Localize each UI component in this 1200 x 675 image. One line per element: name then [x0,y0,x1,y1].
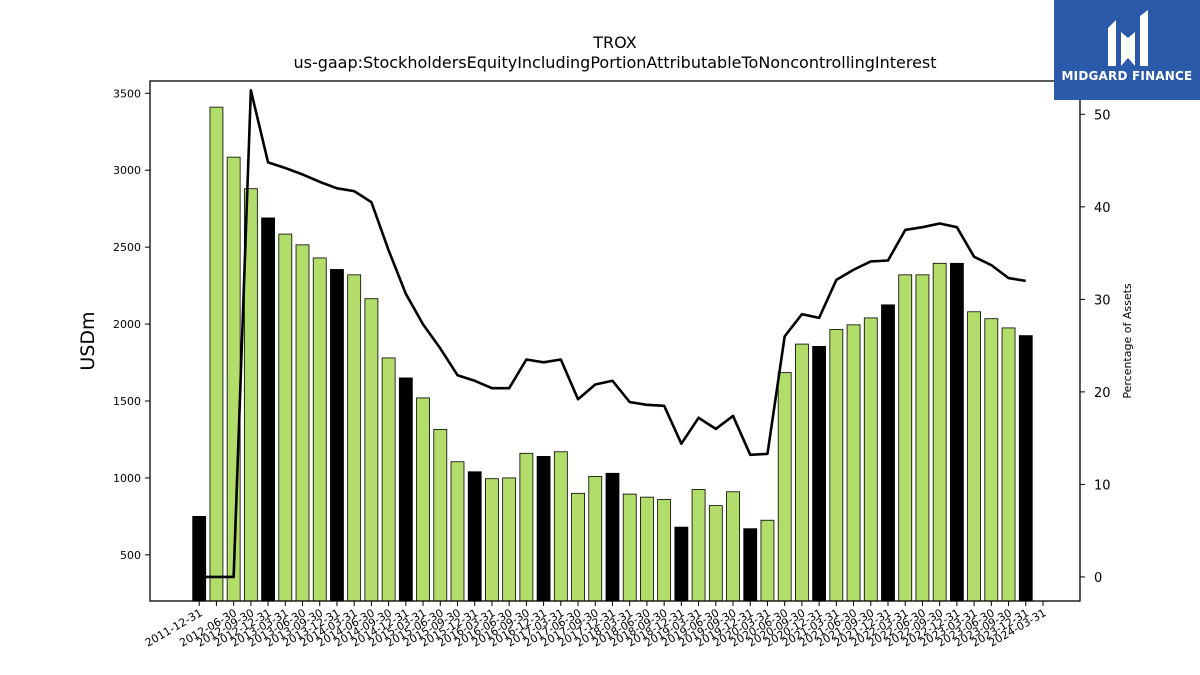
bar [553,451,568,602]
y-tick-label: 1000 [113,472,141,485]
bar [932,262,947,602]
bar [708,505,723,602]
bar [347,274,362,602]
x-axis: 2011-12-312012-06-302012-09-302012-12-31… [143,601,1048,650]
bar [450,461,465,602]
y-right-tick-label: 40 [1094,201,1111,216]
bar [898,274,913,602]
bar [364,298,379,602]
chart-subtitle: us-gaap:StockholdersEquityIncludingPorti… [293,53,936,72]
bar [381,357,396,602]
bar [760,519,775,602]
bar [312,257,327,602]
right-y-axis: 0 10 20 30 40 50 [1080,108,1111,586]
y-axis-label-left: USDm [77,311,99,370]
bar [829,329,844,602]
bar [726,491,740,602]
bar [881,304,895,602]
left-y-axis: 500 1000 1500 2000 2500 3000 3500 [113,87,150,562]
bar [812,345,827,602]
bar [278,233,293,602]
bar [967,311,981,602]
chart-title: TROX [592,33,636,52]
midgard-finance-logo: MIDGARD FINANCE [1054,0,1200,100]
bar [433,429,448,602]
bar [295,244,310,602]
bar [416,397,430,602]
bar [777,372,792,602]
bar [1018,335,1033,602]
bar [519,452,534,602]
bar [622,493,637,602]
y-tick-label: 1500 [113,395,141,408]
bar [398,377,413,602]
bar [467,471,482,602]
bar [846,324,861,602]
bar [261,217,275,602]
bar [949,262,964,602]
bar [330,269,344,602]
y-right-tick-label: 30 [1094,293,1111,308]
y-tick-label: 2000 [113,318,141,331]
bar [571,492,585,602]
y-tick-label: 500 [120,549,141,562]
bar [657,499,672,602]
y-tick-label: 2500 [113,241,141,254]
bar [485,478,499,602]
bar [863,317,878,602]
bar [502,477,517,602]
bar [605,472,620,602]
bar [795,343,809,602]
bar [226,156,241,602]
y-right-tick-label: 20 [1094,386,1111,401]
midgard-logo-mark-icon [1108,10,1148,66]
percentage-of-assets-line [199,88,1026,579]
bar [691,489,706,602]
logo-text: MIDGARD FINANCE [1061,69,1193,83]
bar [209,106,224,602]
y-axis-label-right: Percentage of Assets [1121,283,1134,399]
y-right-tick-label: 10 [1094,478,1111,493]
plot-frame [149,80,1081,602]
bar [536,455,551,602]
y-right-tick-label: 50 [1094,108,1111,123]
bar [984,318,999,602]
bar [192,515,207,602]
y-right-tick-label: 0 [1094,571,1102,586]
bar [640,496,654,602]
bar [1001,327,1016,602]
bar [743,528,758,602]
y-tick-label: 3500 [113,87,141,100]
bar [588,475,603,602]
bar [674,526,689,602]
bar [915,274,930,602]
y-tick-label: 3000 [113,164,141,177]
